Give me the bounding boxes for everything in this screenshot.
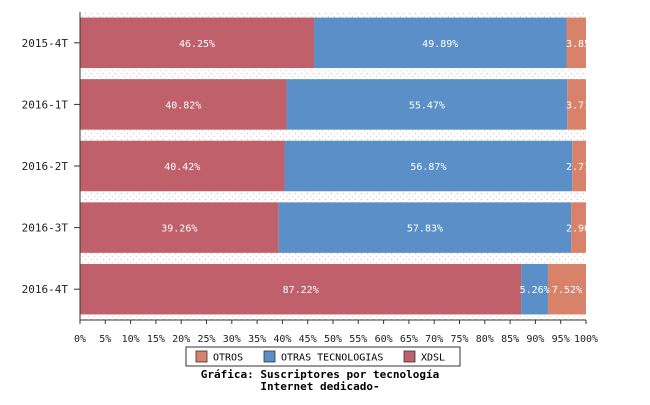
legend-label-otros: OTROS <box>213 353 243 364</box>
bar-otras-tecnologias-2016-4t <box>521 263 548 315</box>
x-tick-label-60: 60% <box>375 334 393 345</box>
bar-label-otras-tecnologias-2016-1t: 55.47% <box>409 100 445 111</box>
category-label-2016-4t: 2016-4T <box>22 283 69 296</box>
legend <box>185 346 461 367</box>
bar-otros-2016-1t <box>567 79 586 130</box>
bar-label-otras-tecnologias-2015-4t: 49.89% <box>422 39 458 50</box>
bar-label-otros-2016-4t: 7.52% <box>552 285 582 296</box>
x-tick-label-80: 80% <box>476 334 494 345</box>
bar-otras-tecnologias-2016-1t <box>286 79 568 130</box>
x-tick-label-95: 95% <box>552 334 570 345</box>
x-tick-label-65: 65% <box>400 334 418 345</box>
x-tick-label-90: 90% <box>526 334 544 345</box>
bar-label-otros-2016-2t: 2.71 <box>566 162 590 173</box>
category-label-2016-3t: 2016-3T <box>22 222 69 235</box>
bar-label-otras-tecnologias-2016-4t: 5.26% <box>520 285 550 296</box>
legend-label-otras-tecnologias: OTRAS TECNOLOGIAS <box>281 353 383 364</box>
bar-label-otras-tecnologias-2016-3t: 57.83% <box>407 224 443 235</box>
x-tick-label-10: 10% <box>122 334 140 345</box>
bar-label-otros-2015-4t: 3.85 <box>566 39 590 50</box>
x-tick-label-75: 75% <box>450 334 468 345</box>
bar-otras-tecnologias-2016-3t <box>278 202 572 253</box>
legend-label-xdsl: XDSL <box>421 353 445 364</box>
bar-label-otras-tecnologias-2016-2t: 56.87% <box>410 162 446 173</box>
bar-xdsl-2016-3t <box>80 202 279 253</box>
bar-label-xdsl-2015-4t: 46.25% <box>179 39 215 50</box>
bar-xdsl-2015-4t <box>80 17 315 69</box>
bar-label-xdsl-2016-4t: 87.22% <box>283 285 319 296</box>
bar-otras-tecnologias-2016-2t <box>284 140 573 192</box>
bar-otros-2016-2t <box>572 140 586 192</box>
bar-label-xdsl-2016-1t: 40.82% <box>165 100 201 111</box>
bar-label-xdsl-2016-3t: 39.26% <box>161 224 197 235</box>
x-tick-label-25: 25% <box>197 334 215 345</box>
bar-otros-2016-3t <box>571 202 586 253</box>
legend-swatch-otras-tecnologias <box>263 350 276 363</box>
category-label-2016-2t: 2016-2T <box>22 160 69 173</box>
x-tick-label-0: 0% <box>74 334 86 345</box>
legend-swatch-otros <box>195 350 208 363</box>
x-tick-label-70: 70% <box>425 334 443 345</box>
bar-xdsl-2016-2t <box>80 140 285 192</box>
x-tick-label-20: 20% <box>172 334 190 345</box>
bar-xdsl-2016-1t <box>80 79 287 130</box>
category-label-2016-1t: 2016-1T <box>22 98 69 111</box>
x-tick-label-55: 55% <box>349 334 367 345</box>
bar-label-xdsl-2016-2t: 40.42% <box>164 162 200 173</box>
bar-otros-2016-4t <box>547 263 586 315</box>
chart-caption-line-2: Internet dedicado- <box>260 380 379 393</box>
bar-label-otros-2016-3t: 2.90 <box>566 224 590 235</box>
x-tick-label-40: 40% <box>273 334 291 345</box>
bar-otras-tecnologias-2015-4t <box>314 17 567 69</box>
category-label-2015-4t: 2015-4T <box>22 37 69 50</box>
x-tick-label-85: 85% <box>501 334 519 345</box>
x-tick-label-50: 50% <box>324 334 342 345</box>
x-tick-label-30: 30% <box>223 334 241 345</box>
bar-otros-2015-4t <box>566 17 586 69</box>
x-tick-label-35: 35% <box>248 334 266 345</box>
legend-swatch-xdsl <box>403 350 416 363</box>
x-tick-label-15: 15% <box>147 334 165 345</box>
bar-xdsl-2016-4t <box>80 263 522 315</box>
x-tick-label-100: 100% <box>574 334 598 345</box>
x-tick-label-5: 5% <box>99 334 111 345</box>
bar-label-otros-2016-1t: 3.71 <box>566 100 590 111</box>
x-tick-label-45: 45% <box>299 334 317 345</box>
chart-caption-line-1: Gráfica: Suscriptores por tecnología <box>201 368 439 381</box>
